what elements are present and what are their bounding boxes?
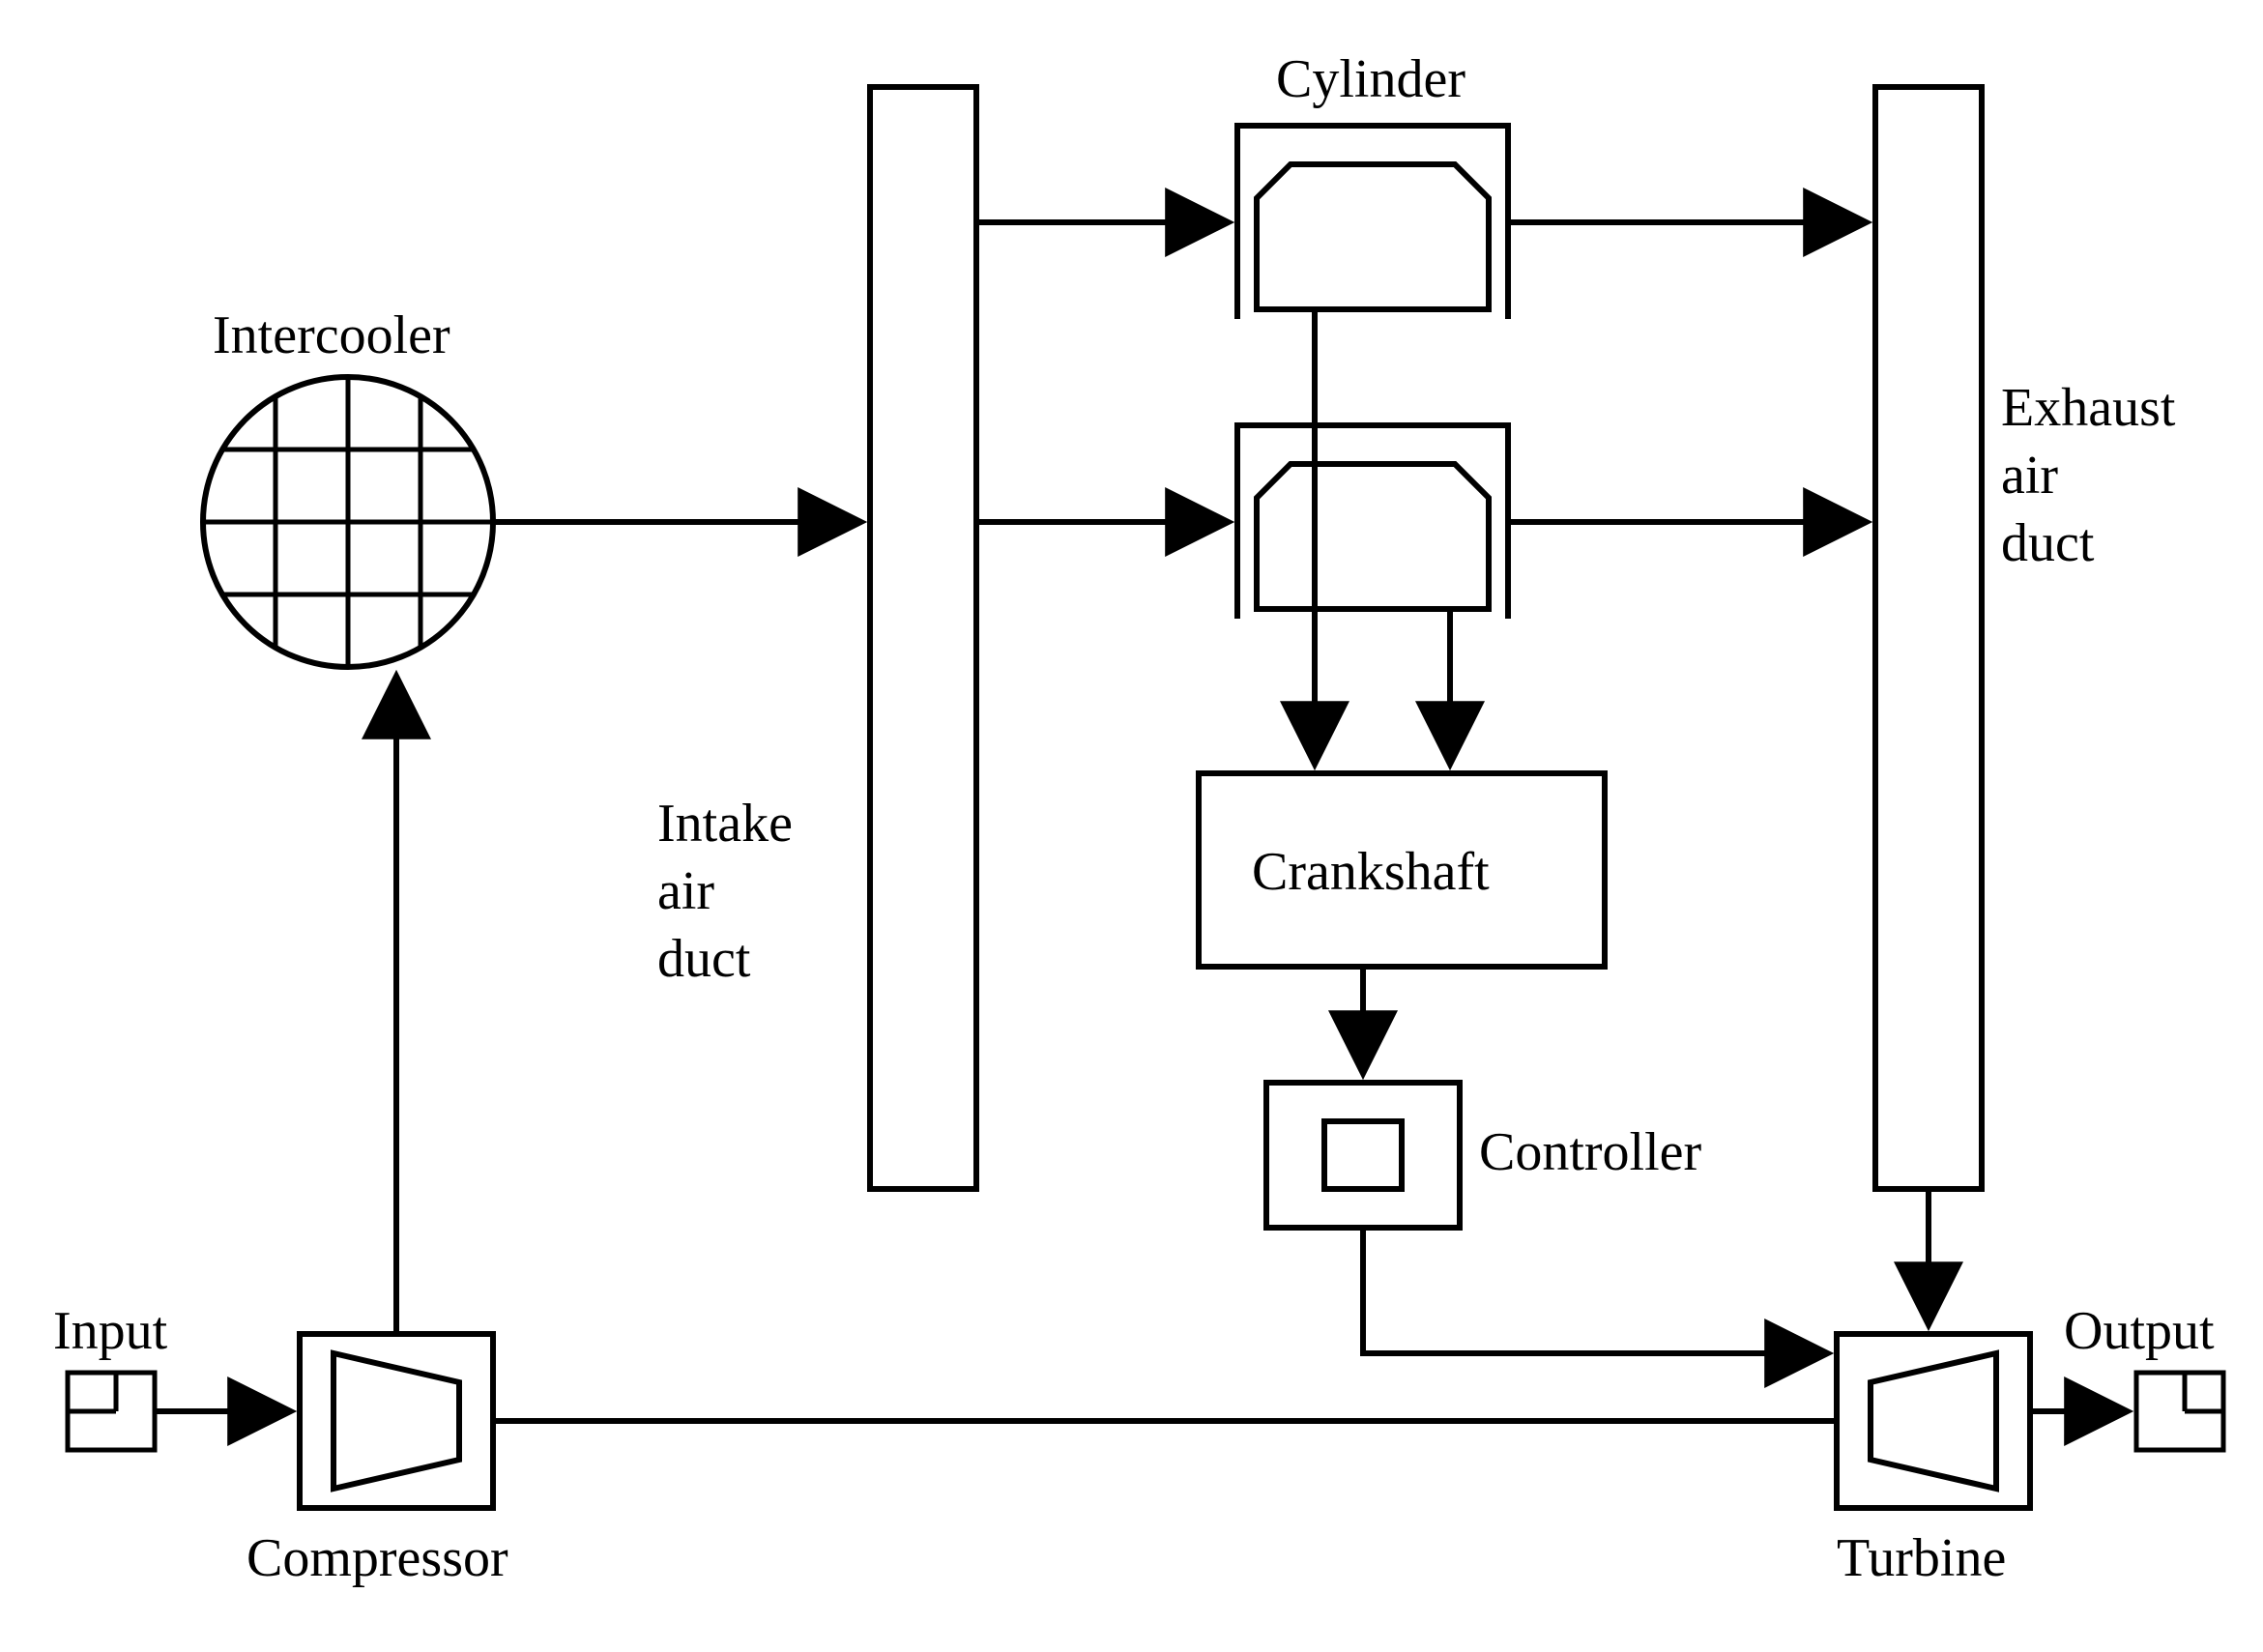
cylinder-bot-outer — [1237, 425, 1508, 619]
label-intercooler: Intercooler — [213, 305, 450, 365]
label-crankshaft: Crankshaft — [1252, 842, 1490, 902]
edge-controller-turbine — [1363, 1228, 1827, 1353]
label-intake-3: duct — [657, 929, 751, 989]
cylinder-top-piston — [1257, 164, 1489, 309]
label-output: Output — [2064, 1301, 2215, 1361]
turbine-icon — [1871, 1353, 1996, 1489]
label-exhaust-3: duct — [2001, 513, 2095, 573]
label-compressor: Compressor — [247, 1528, 508, 1588]
intake-air-duct — [870, 87, 976, 1189]
intercooler-node — [203, 377, 493, 667]
compressor-icon — [334, 1353, 459, 1489]
controller-node — [1266, 1083, 1460, 1228]
cylinder-bot-piston — [1257, 464, 1489, 609]
label-exhaust-2: air — [2001, 446, 2058, 506]
cylinder-top-outer — [1237, 126, 1508, 319]
engine-diagram: Intercooler Cylinder Intake air duct Exh… — [0, 0, 2263, 1652]
label-controller: Controller — [1479, 1122, 1702, 1182]
label-exhaust-1: Exhaust — [2001, 378, 2176, 438]
input-node — [68, 1373, 155, 1450]
turbine-node — [1837, 1334, 2030, 1508]
label-input: Input — [53, 1301, 168, 1361]
label-turbine: Turbine — [1837, 1528, 2006, 1588]
compressor-node — [300, 1334, 493, 1508]
exhaust-air-duct — [1875, 87, 1982, 1189]
label-intake-1: Intake — [657, 794, 793, 854]
controller-inner — [1324, 1121, 1402, 1189]
output-node — [2136, 1373, 2223, 1450]
label-cylinder: Cylinder — [1276, 49, 1465, 109]
label-intake-2: air — [657, 861, 714, 921]
